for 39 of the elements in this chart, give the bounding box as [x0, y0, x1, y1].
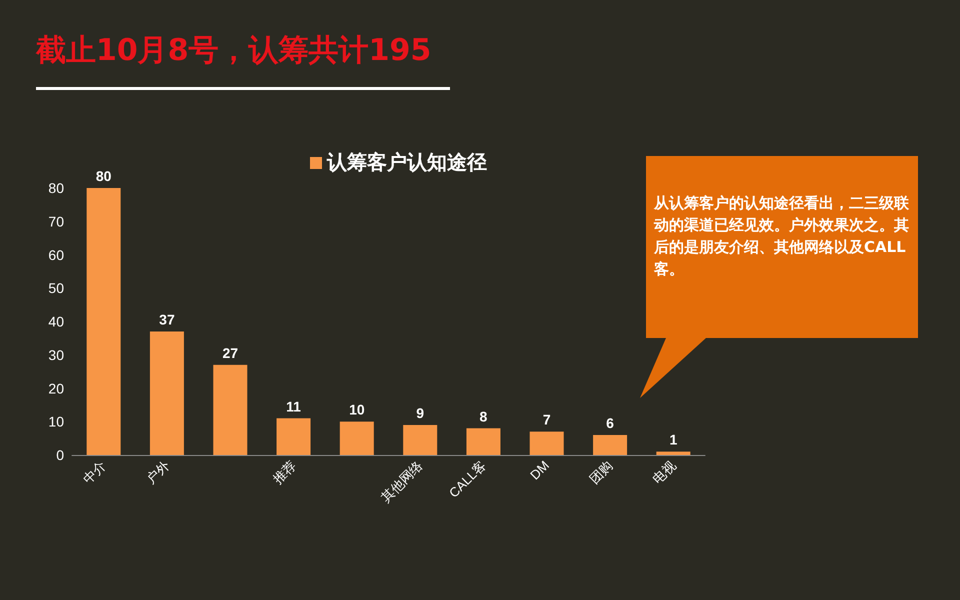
chart-title: 截止10月8号，认筹共计195: [36, 32, 432, 70]
bar: [150, 332, 184, 455]
y-tick-label: 30: [48, 346, 64, 363]
y-tick-label: 0: [56, 447, 64, 463]
data-label: 11: [286, 398, 302, 414]
bar: [340, 422, 374, 455]
bar: [276, 418, 311, 455]
x-tick-label: 其他网络: [378, 458, 426, 506]
data-label: 27: [222, 344, 238, 361]
bar: [466, 428, 500, 455]
bar: [213, 364, 248, 455]
x-tick-label: 推荐: [270, 458, 299, 487]
y-tick-label: 70: [48, 213, 64, 230]
data-label: 80: [96, 168, 112, 184]
bar: [593, 434, 628, 455]
data-label: 1: [669, 432, 678, 448]
y-tick-label: 20: [48, 380, 64, 396]
x-tick-label: DM: [527, 458, 552, 483]
data-label: 6: [606, 414, 614, 431]
bar: [86, 188, 121, 455]
bar: [403, 424, 438, 455]
legend-label: 认筹客户认知途径: [326, 151, 487, 174]
y-tick-label: 50: [48, 280, 64, 296]
y-tick-label: 60: [48, 246, 64, 263]
data-label: 10: [349, 402, 365, 418]
x-tick-label: 户外: [143, 458, 172, 487]
bar: [530, 432, 564, 455]
y-tick-label: 40: [48, 314, 64, 330]
y-tick-label: 80: [48, 180, 64, 196]
data-label: 7: [542, 412, 551, 428]
x-tick-label: 中介: [80, 458, 109, 487]
annotation: 从认筹客户的认知途径看出，二三级联动的渠道已经见效。户外效果次之。其后的是朋友介绍、其他网络以及CALL客。: [654, 193, 910, 280]
data-label: 37: [159, 312, 175, 328]
x-tick-label: 团购: [586, 458, 616, 487]
x-tick-label: 电视: [650, 458, 679, 487]
y-tick-label: 10: [48, 414, 64, 430]
data-label: 8: [480, 408, 488, 424]
bar: [656, 452, 690, 455]
data-label: 9: [416, 404, 424, 421]
